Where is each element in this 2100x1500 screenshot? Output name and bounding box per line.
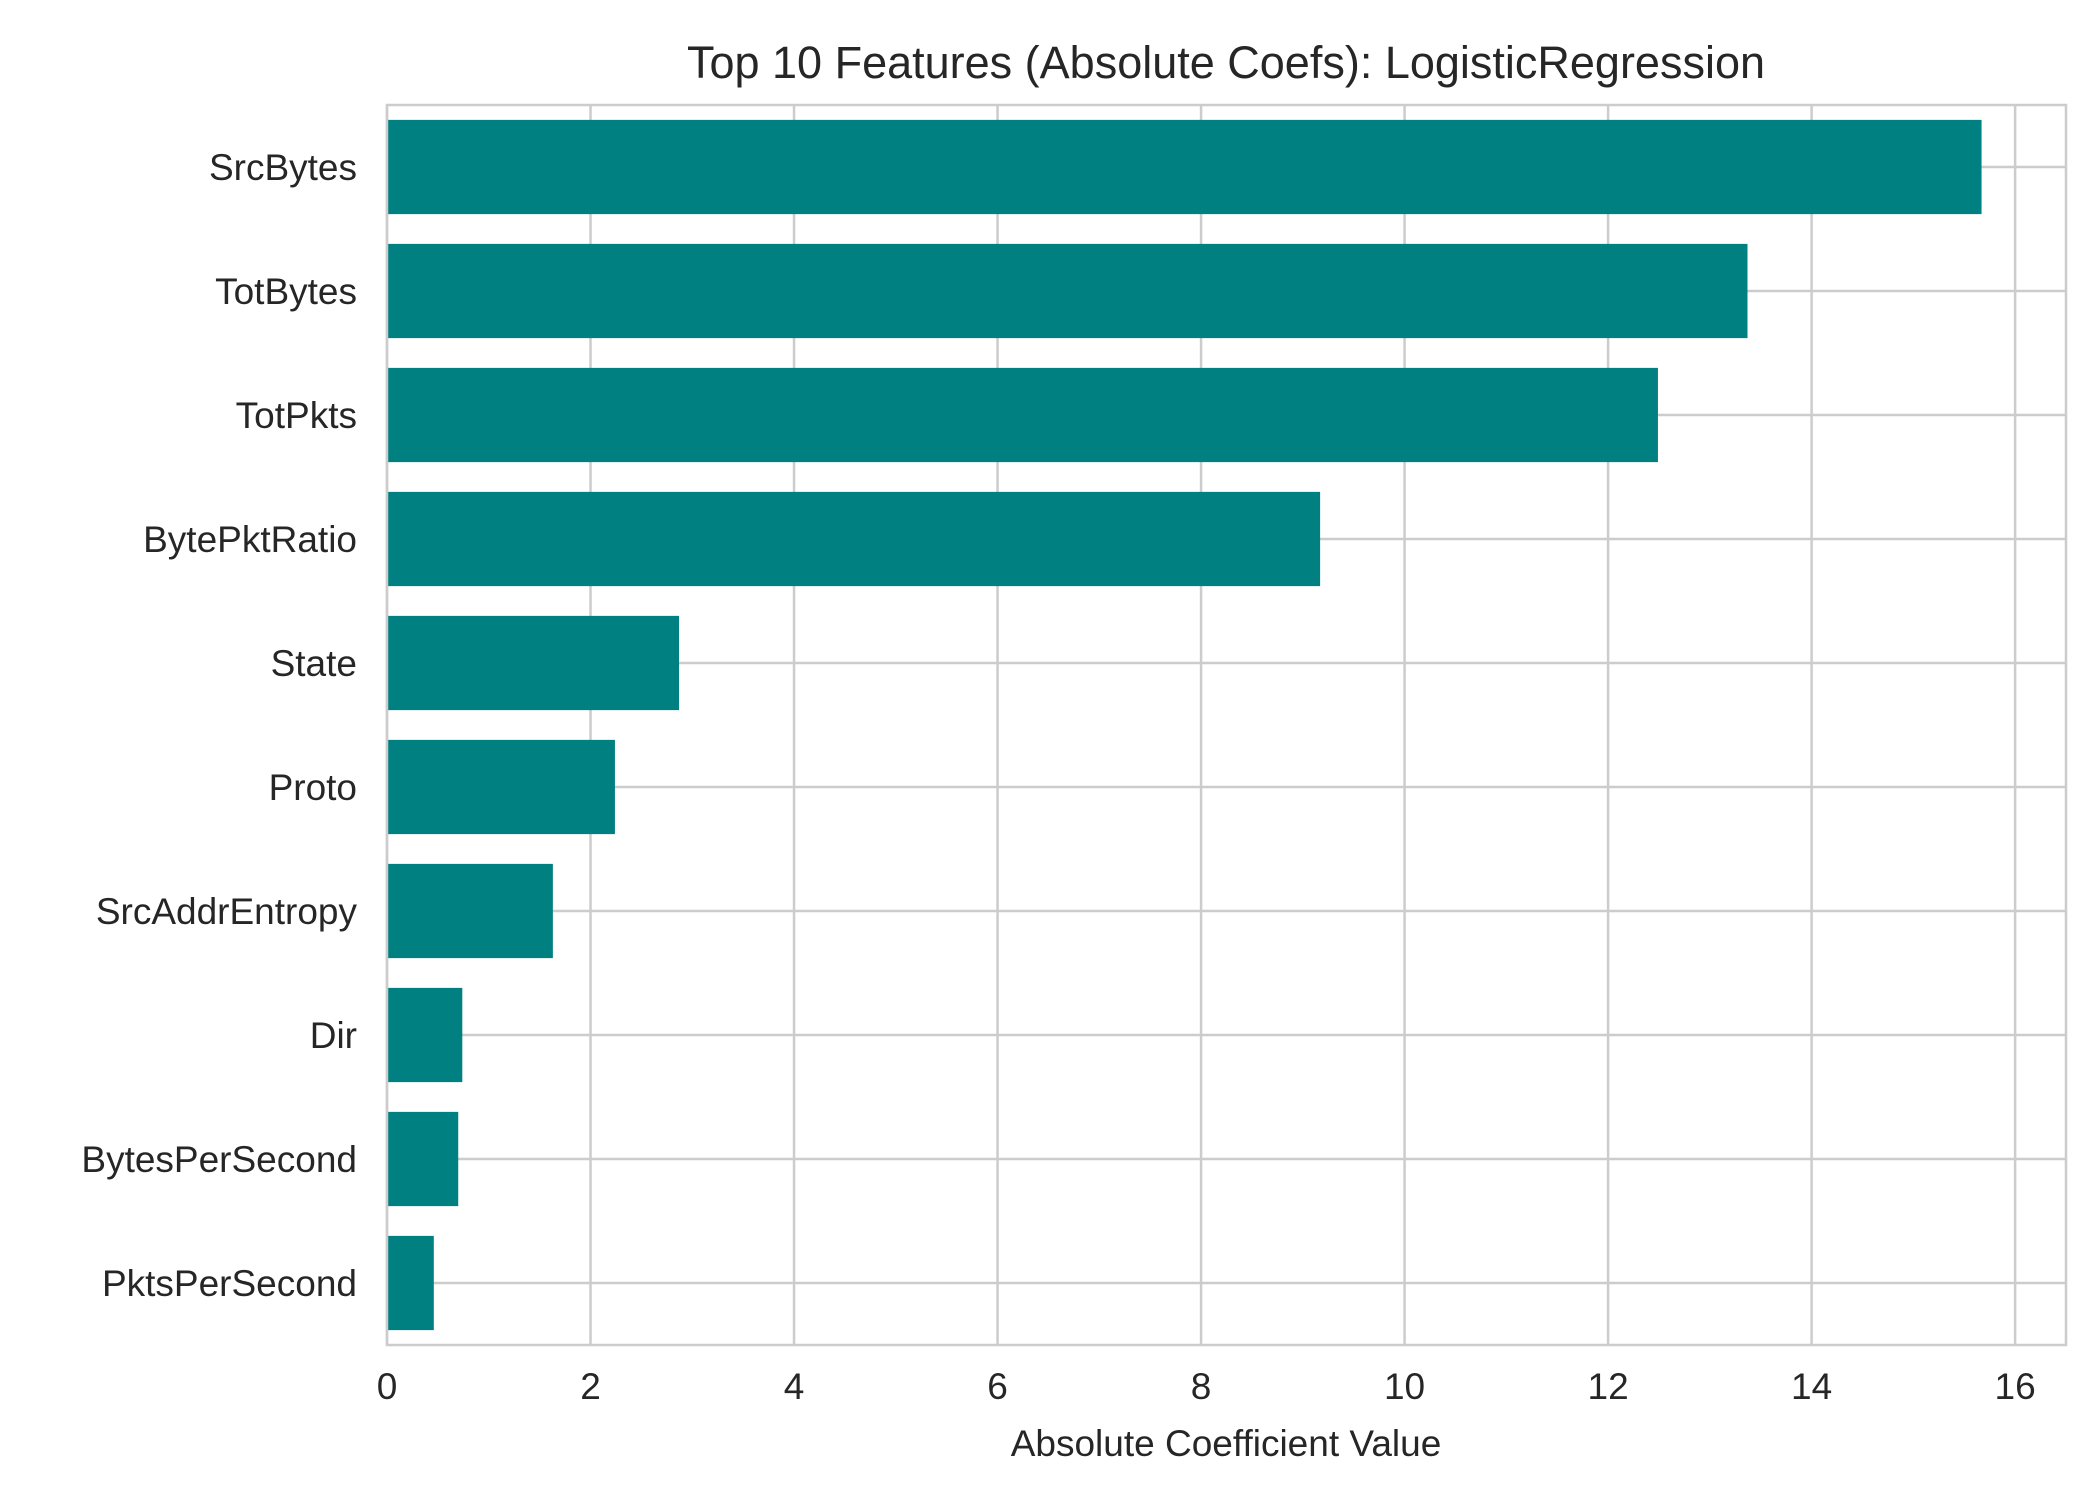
bars bbox=[387, 119, 1982, 1331]
bar bbox=[387, 367, 1658, 463]
chart-title: Top 10 Features (Absolute Coefs): Logist… bbox=[687, 37, 1765, 88]
y-tick-label: BytesPerSecond bbox=[81, 1139, 357, 1180]
y-tick-label: TotBytes bbox=[215, 271, 357, 312]
bar bbox=[387, 491, 1321, 587]
x-axis-label: Absolute Coefficient Value bbox=[1011, 1423, 1442, 1464]
y-tick-label: TotPkts bbox=[236, 395, 357, 436]
plot-area-frame bbox=[385, 103, 2068, 1347]
y-axis-tick-labels: SrcBytes TotBytes TotPkts BytePktRatio State… bbox=[81, 147, 357, 1304]
y-tick-label: State bbox=[271, 643, 357, 684]
y-tick-label: SrcBytes bbox=[209, 147, 357, 188]
x-tick-label: 10 bbox=[1384, 1366, 1425, 1407]
y-tick-label: Proto bbox=[269, 767, 357, 808]
bar bbox=[387, 863, 553, 959]
x-tick-label: 16 bbox=[1995, 1366, 2036, 1407]
x-tick-label: 12 bbox=[1588, 1366, 1629, 1407]
y-tick-label: Dir bbox=[310, 1015, 357, 1056]
x-tick-label: 2 bbox=[580, 1366, 601, 1407]
x-tick-label: 14 bbox=[1791, 1366, 1832, 1407]
y-tick-label: PktsPerSecond bbox=[102, 1263, 357, 1304]
bar bbox=[387, 243, 1748, 339]
bar bbox=[387, 987, 463, 1083]
bar bbox=[387, 739, 615, 835]
x-tick-label: 0 bbox=[377, 1366, 398, 1407]
x-tick-label: 8 bbox=[1191, 1366, 1212, 1407]
y-tick-label: SrcAddrEntropy bbox=[96, 891, 358, 932]
x-axis-ticks: 0 2 4 6 8 10 12 14 16 bbox=[377, 1366, 2036, 1407]
y-tick-label: BytePktRatio bbox=[143, 519, 357, 560]
bar bbox=[387, 1111, 459, 1207]
bar bbox=[387, 119, 1982, 215]
bar bbox=[387, 1235, 434, 1331]
x-tick-label: 4 bbox=[784, 1366, 805, 1407]
bar bbox=[387, 615, 680, 711]
x-tick-label: 6 bbox=[987, 1366, 1008, 1407]
